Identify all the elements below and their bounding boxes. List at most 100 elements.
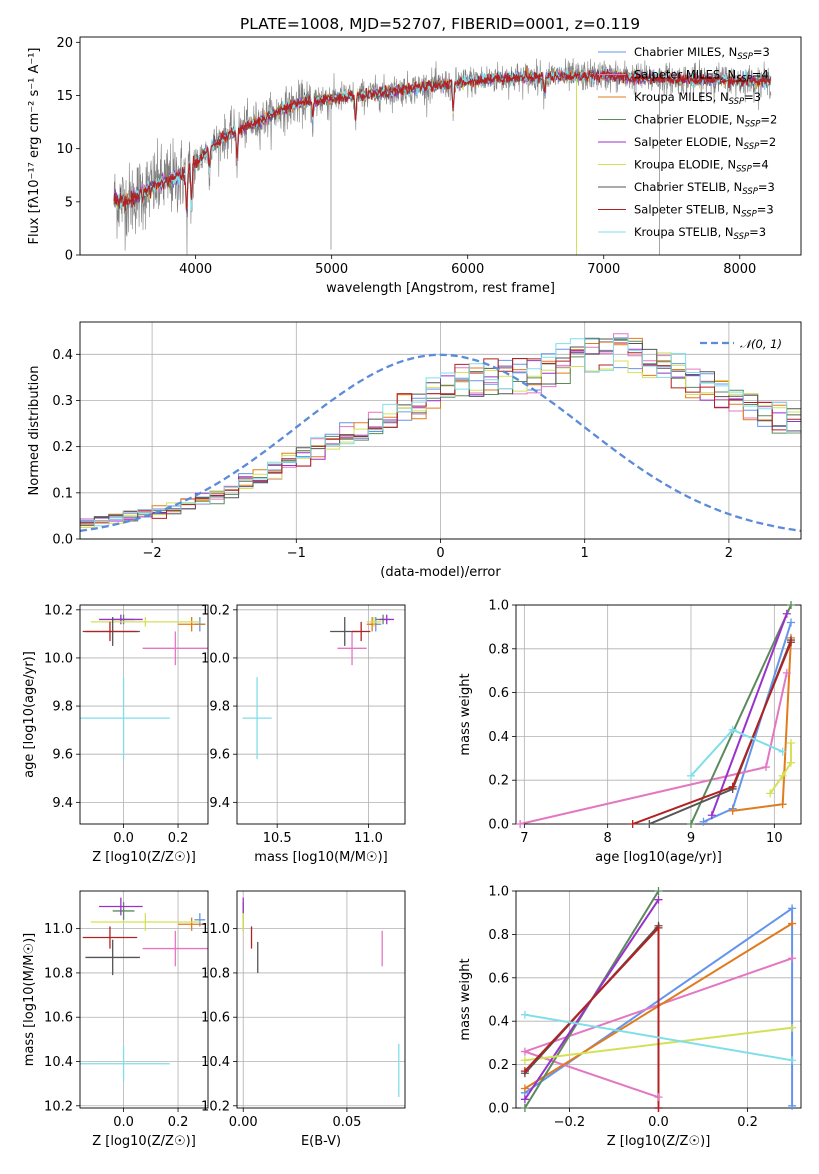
y-tick-label: 0.4 xyxy=(488,1015,509,1030)
x-tick-label: 0.0 xyxy=(113,1115,134,1130)
legend-entry-value: =3 xyxy=(753,45,770,59)
x-axis-label: mass [log10(M/M☉)] xyxy=(254,850,387,865)
legend-entry-subscript: SSP xyxy=(736,165,752,175)
plot-area-mass_weight_vs_age xyxy=(519,605,792,824)
y-axis-label: age [log10(age/yr)] xyxy=(22,651,37,778)
mass-weight-marker xyxy=(788,1101,797,1110)
legend-entry-subscript: SSP xyxy=(734,232,750,242)
mass-weight-marker xyxy=(699,817,708,826)
y-tick-label: 10.6 xyxy=(201,1011,230,1026)
y-tick-label: 0.2 xyxy=(488,774,509,789)
legend-entry-subscript: SSP xyxy=(736,75,752,85)
x-tick-label: 5000 xyxy=(315,262,348,277)
y-tick-label: 10.4 xyxy=(201,1055,230,1070)
panel-residuals: −2 −1 0 1 2 0.0 0.1 0.2 0.3 0.4 (data-model)/error… xyxy=(27,321,802,580)
legend-entry-name: Kroupa MILES, N xyxy=(634,90,729,104)
x-tick-label: 7000 xyxy=(587,262,620,277)
mass-weight-marker xyxy=(728,782,737,791)
panel-mass_weight_vs_age: 7 8 9 10 0.0 0.2 0.4 0.6 0.8 1.0 age [log10(age/yr… xyxy=(458,599,802,865)
mass-weight-line xyxy=(690,605,792,824)
legend-entry: Kroupa MILES, NSSP=3 xyxy=(634,90,761,107)
legend-entry-value: =2 xyxy=(759,135,776,149)
y-tick-label: 0.8 xyxy=(488,928,509,943)
y-axis-label: mass [log10(M/M☉)] xyxy=(22,933,37,1066)
legend-entry: Chabrier ELODIE, NSSP=2 xyxy=(634,113,777,130)
y-tick-label: 0 xyxy=(65,249,73,264)
plot-area-age_vs_mass xyxy=(242,614,395,760)
legend-entry: Salpeter ELODIE, NSSP=2 xyxy=(634,135,776,152)
legend-entry-name: Chabrier ELODIE, N xyxy=(634,113,745,127)
x-tick-label: 11.0 xyxy=(354,831,383,846)
mass-weight-marker xyxy=(628,820,637,828)
x-tick-label: −2 xyxy=(143,546,162,561)
y-tick-label: 9.8 xyxy=(209,700,230,715)
y-axis-label: Flux [fλ10⁻¹⁷ erg cm⁻² s⁻¹ A⁻¹] xyxy=(27,48,42,245)
y-tick-label: 10.0 xyxy=(44,651,73,666)
x-tick-label: 0.2 xyxy=(168,1115,189,1130)
mass-weight-marker xyxy=(707,811,716,820)
legend-entry: Salpeter MILES, NSSP=4 xyxy=(634,68,769,85)
x-axis-label: (data-model)/error xyxy=(380,565,501,580)
mass-weight-marker xyxy=(687,771,695,780)
mass-weight-marker xyxy=(728,725,737,734)
x-axis-label: Z [log10(Z/Z☉)] xyxy=(92,1134,196,1149)
mass-weight-marker xyxy=(788,1056,797,1065)
mass-weight-marker xyxy=(520,1056,529,1065)
mass-weight-marker xyxy=(778,800,787,809)
figure-title: PLATE=1008, MJD=52707, FIBERID=0001, z=0… xyxy=(240,15,640,33)
mass-weight-marker xyxy=(787,618,795,627)
mass-weight-marker xyxy=(520,1010,529,1019)
mass-weight-marker xyxy=(788,904,797,913)
y-axis-label: Normed distribution xyxy=(27,366,42,496)
residual-histogram xyxy=(80,342,801,539)
x-tick-label: 9 xyxy=(687,831,695,846)
mass-weight-marker xyxy=(516,820,525,828)
legend-entry: Salpeter STELIB, NSSP=3 xyxy=(634,203,774,220)
y-tick-label: 0.0 xyxy=(52,533,73,548)
legend-entry-name: Kroupa ELODIE, N xyxy=(634,158,736,172)
legend-entry: Kroupa STELIB, NSSP=3 xyxy=(634,225,766,242)
legend-entry-value: =2 xyxy=(760,113,777,127)
panel-mass_vs_EBV: 0.00 0.05 10.2 10.4 10.6 10.8 11.0 E(B-V) xyxy=(201,890,406,1149)
y-tick-label: 1.0 xyxy=(488,599,509,614)
mass-weight-line xyxy=(519,672,788,824)
axes-frame xyxy=(79,890,209,1109)
y-tick-label: 10.2 xyxy=(201,1099,230,1114)
legend-entry-name: Chabrier MILES, N xyxy=(634,45,737,59)
x-tick-label: 0.2 xyxy=(737,1115,758,1130)
y-tick-label: 10.2 xyxy=(44,603,73,618)
x-tick-label: −1 xyxy=(287,546,306,561)
x-tick-label: 7 xyxy=(520,831,528,846)
residual-histogram xyxy=(80,337,801,539)
legend-entry: Chabrier MILES, NSSP=3 xyxy=(634,45,770,62)
y-tick-label: 0.1 xyxy=(52,486,73,501)
legend-entry: Chabrier STELIB, NSSP=3 xyxy=(634,180,775,197)
axes-frame xyxy=(79,321,802,540)
plot-area-mass_vs_Z xyxy=(80,897,208,1082)
residual-histogram xyxy=(80,338,801,539)
axes-frame xyxy=(236,604,406,825)
y-tick-label: 9.6 xyxy=(209,748,230,763)
legend-entry-name: Salpeter MILES, N xyxy=(634,68,736,82)
x-tick-label: 6000 xyxy=(451,262,484,277)
legend-entry-name: Salpeter ELODIE, N xyxy=(634,135,744,149)
x-tick-label: 0.2 xyxy=(168,831,189,846)
plot-area-spectrum xyxy=(113,58,772,255)
mass-weight-line xyxy=(710,613,788,816)
y-tick-label: 10.0 xyxy=(201,651,230,666)
x-tick-label: 8 xyxy=(604,831,612,846)
mass-weight-marker xyxy=(520,1067,529,1076)
y-tick-label: 11.0 xyxy=(201,922,230,937)
mass-weight-marker xyxy=(654,895,663,904)
legend-entry-subscript: SSP xyxy=(741,210,757,220)
y-tick-label: 0.0 xyxy=(488,818,509,833)
mass-weight-marker xyxy=(520,1095,529,1104)
y-axis-label: mass weight xyxy=(458,673,473,755)
x-tick-label: 0.00 xyxy=(229,1115,258,1130)
x-tick-label: 10 xyxy=(766,831,783,846)
legend-entry-name: Chabrier STELIB, N xyxy=(634,180,742,194)
mass-weight-marker xyxy=(766,789,775,798)
x-axis-label: E(B-V) xyxy=(301,1134,341,1149)
